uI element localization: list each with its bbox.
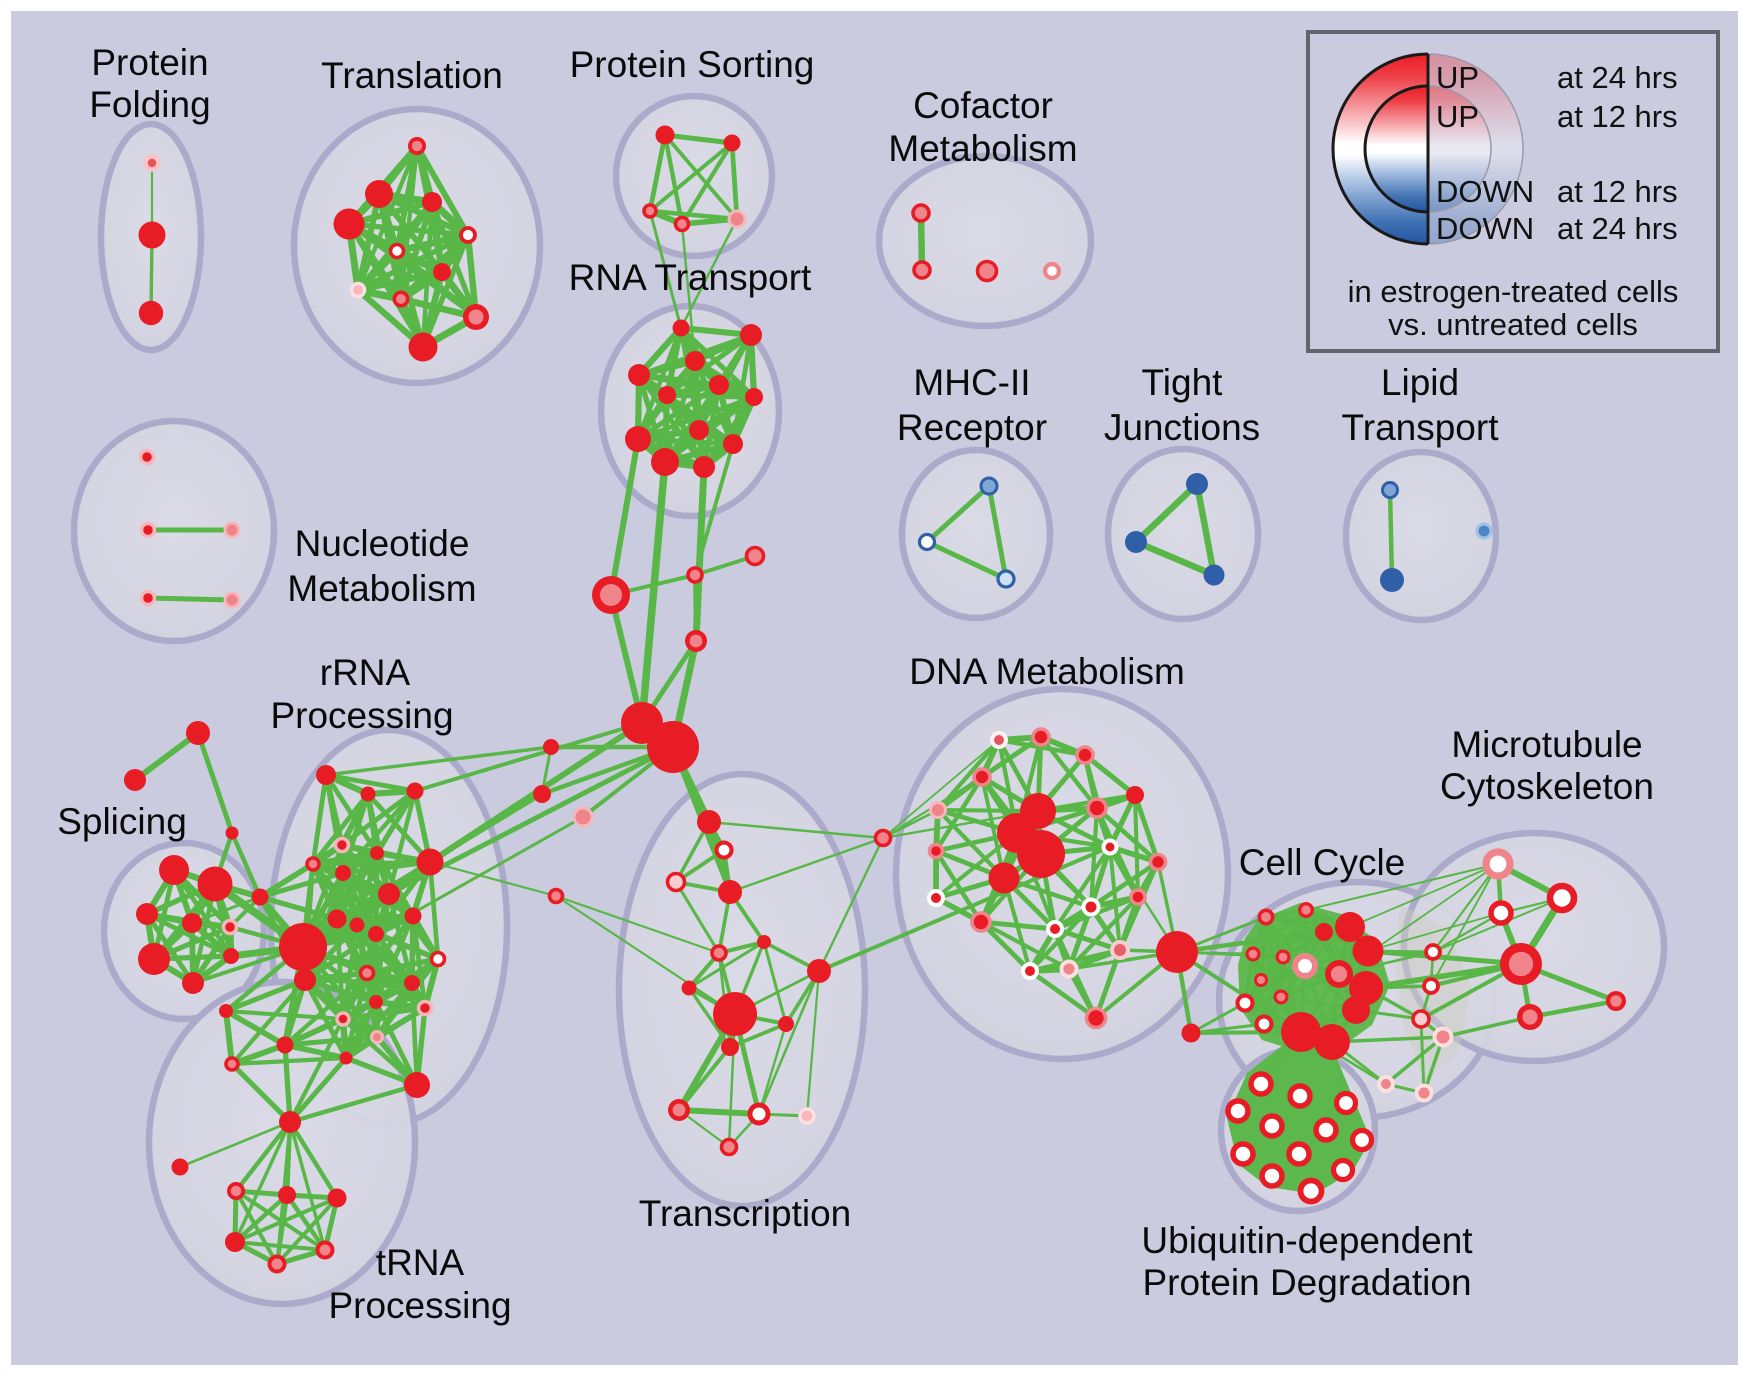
svg-text:UP: UP [1436,60,1479,95]
svg-text:Translation: Translation [321,55,503,96]
svg-text:Processing: Processing [270,695,453,736]
svg-text:tRNA: tRNA [376,1242,465,1283]
svg-text:DOWN: DOWN [1436,174,1534,209]
svg-text:Splicing: Splicing [57,801,187,842]
svg-text:at 24 hrs: at 24 hrs [1557,211,1678,246]
svg-text:at 12 hrs: at 12 hrs [1557,174,1678,209]
svg-text:at 12 hrs: at 12 hrs [1557,99,1678,134]
svg-text:Protein: Protein [91,42,208,83]
svg-text:Lipid: Lipid [1381,362,1459,403]
svg-text:Metabolism: Metabolism [888,128,1077,169]
svg-text:at 24 hrs: at 24 hrs [1557,60,1678,95]
svg-text:Transport: Transport [1342,407,1500,448]
svg-text:Transcription: Transcription [639,1193,851,1234]
svg-text:Cytoskeleton: Cytoskeleton [1440,766,1654,807]
svg-text:DNA Metabolism: DNA Metabolism [909,651,1185,692]
svg-text:vs. untreated cells: vs. untreated cells [1388,307,1638,342]
svg-text:Cofactor: Cofactor [913,85,1053,126]
svg-text:Cell Cycle: Cell Cycle [1239,842,1406,883]
svg-text:Receptor: Receptor [897,407,1047,448]
svg-text:in estrogen-treated cells: in estrogen-treated cells [1348,274,1679,309]
svg-text:Protein Degradation: Protein Degradation [1142,1262,1471,1303]
svg-text:Folding: Folding [89,84,210,125]
svg-text:Ubiquitin-dependent: Ubiquitin-dependent [1141,1220,1473,1261]
svg-text:rRNA: rRNA [320,652,411,693]
svg-text:DOWN: DOWN [1436,211,1534,246]
svg-text:RNA Transport: RNA Transport [569,257,812,298]
svg-text:Processing: Processing [328,1285,511,1326]
svg-text:Tight: Tight [1142,362,1224,403]
svg-text:Metabolism: Metabolism [287,568,476,609]
svg-text:MHC-II: MHC-II [913,362,1030,403]
svg-text:UP: UP [1436,99,1479,134]
svg-text:Junctions: Junctions [1104,407,1260,448]
svg-text:Nucleotide: Nucleotide [295,523,470,564]
svg-text:Microtubule: Microtubule [1451,724,1642,765]
svg-text:Protein Sorting: Protein Sorting [570,44,815,85]
